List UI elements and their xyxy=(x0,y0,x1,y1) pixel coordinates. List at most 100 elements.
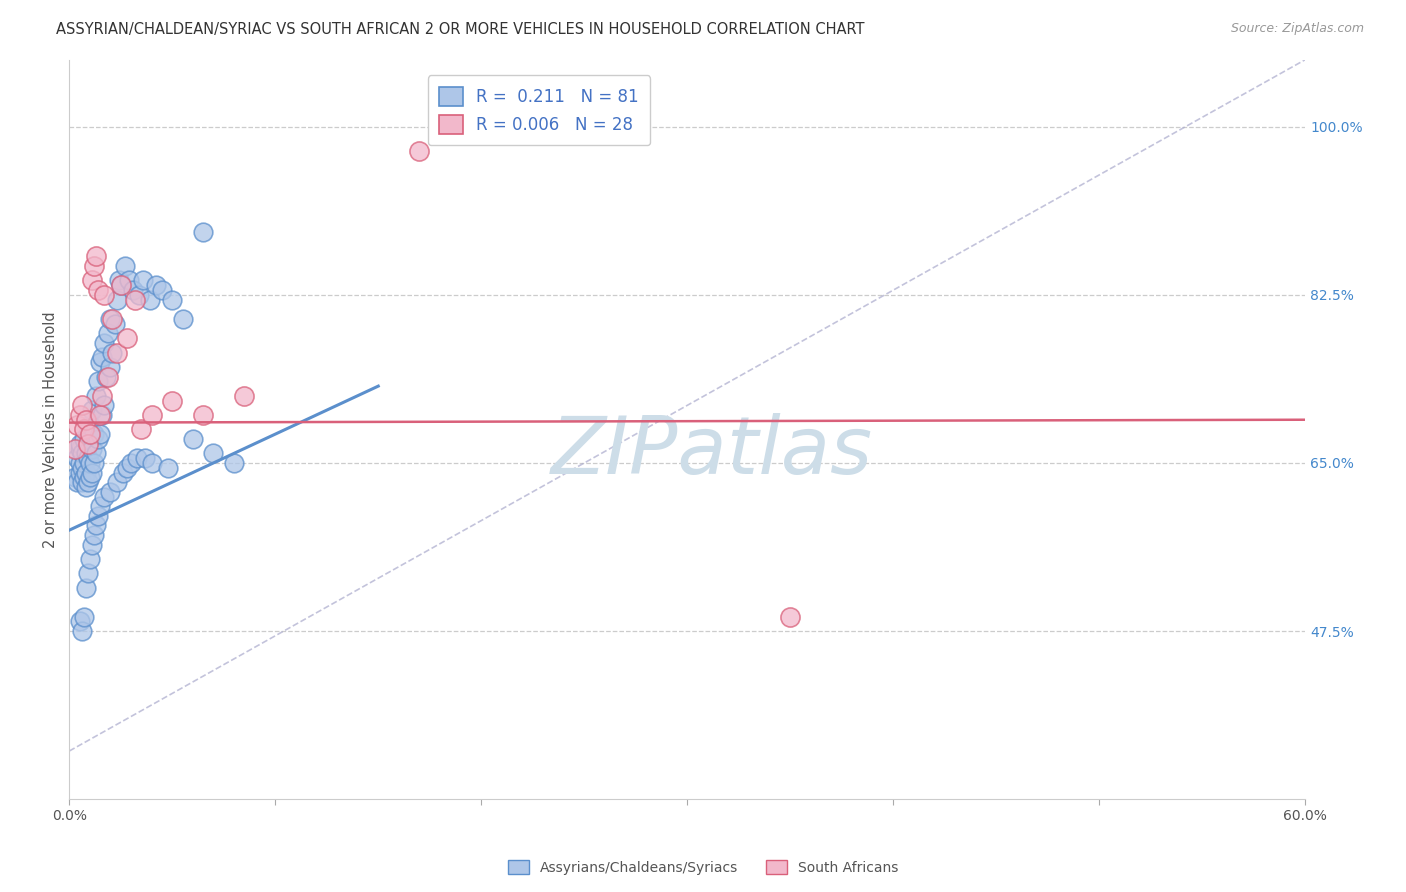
Point xyxy=(191,226,214,240)
Point xyxy=(111,466,134,480)
Point xyxy=(69,442,91,456)
Point xyxy=(105,293,128,307)
Point xyxy=(100,312,122,326)
Point xyxy=(69,466,91,480)
Point xyxy=(222,456,245,470)
Point xyxy=(70,460,93,475)
Point xyxy=(80,538,103,552)
Point xyxy=(97,326,120,341)
Point xyxy=(101,345,124,359)
Point xyxy=(83,528,105,542)
Point xyxy=(84,518,107,533)
Point xyxy=(91,351,114,365)
Point xyxy=(66,417,89,432)
Point xyxy=(80,442,103,456)
Point xyxy=(138,293,160,307)
Point xyxy=(127,451,149,466)
Legend: R =  0.211   N = 81, R = 0.006   N = 28: R = 0.211 N = 81, R = 0.006 N = 28 xyxy=(427,75,651,145)
Point xyxy=(84,250,107,264)
Point xyxy=(162,393,184,408)
Point xyxy=(93,398,115,412)
Point xyxy=(84,446,107,460)
Point xyxy=(69,615,91,629)
Point xyxy=(181,432,204,446)
Text: Source: ZipAtlas.com: Source: ZipAtlas.com xyxy=(1230,22,1364,36)
Point xyxy=(84,389,107,403)
Point xyxy=(66,451,89,466)
Point xyxy=(75,480,97,494)
Point xyxy=(132,273,155,287)
Point xyxy=(70,475,93,490)
Point xyxy=(72,470,94,484)
Point xyxy=(65,442,87,456)
Point xyxy=(162,293,184,307)
Point xyxy=(69,408,91,422)
Y-axis label: 2 or more Vehicles in Household: 2 or more Vehicles in Household xyxy=(44,311,58,548)
Point xyxy=(89,499,111,513)
Point xyxy=(72,432,94,446)
Point xyxy=(87,283,110,297)
Point xyxy=(105,475,128,490)
Point xyxy=(83,259,105,273)
Point xyxy=(76,436,98,450)
Point xyxy=(79,470,101,484)
Legend: Assyrians/Chaldeans/Syriacs, South Africans: Assyrians/Chaldeans/Syriacs, South Afric… xyxy=(502,855,904,880)
Point xyxy=(76,451,98,466)
Point xyxy=(83,427,105,442)
Point xyxy=(191,408,214,422)
Point xyxy=(72,456,94,470)
Point xyxy=(80,466,103,480)
Point xyxy=(122,283,145,297)
Point xyxy=(75,581,97,595)
Point xyxy=(91,389,114,403)
Point xyxy=(103,317,125,331)
Point xyxy=(145,278,167,293)
Text: ASSYRIAN/CHALDEAN/SYRIAC VS SOUTH AFRICAN 2 OR MORE VEHICLES IN HOUSEHOLD CORREL: ASSYRIAN/CHALDEAN/SYRIAC VS SOUTH AFRICA… xyxy=(56,22,865,37)
Point xyxy=(110,278,132,293)
Point xyxy=(75,413,97,427)
Point xyxy=(141,456,163,470)
Point xyxy=(76,475,98,490)
Point xyxy=(80,273,103,287)
Point xyxy=(115,331,138,345)
Point xyxy=(76,427,98,442)
Point xyxy=(87,508,110,523)
Point xyxy=(72,609,94,624)
Point xyxy=(105,345,128,359)
Point xyxy=(96,369,118,384)
Point xyxy=(76,566,98,581)
Point xyxy=(93,490,115,504)
Point xyxy=(97,369,120,384)
Point xyxy=(172,312,194,326)
Point xyxy=(69,436,91,450)
Point xyxy=(75,446,97,460)
Point xyxy=(79,417,101,432)
Point xyxy=(91,408,114,422)
Point xyxy=(70,624,93,638)
Point xyxy=(124,293,146,307)
Point xyxy=(79,427,101,442)
Point xyxy=(89,408,111,422)
Point xyxy=(131,422,153,436)
Point xyxy=(75,466,97,480)
Point xyxy=(70,398,93,412)
Point xyxy=(141,408,163,422)
Point xyxy=(408,144,430,158)
Point xyxy=(110,278,132,293)
Point xyxy=(66,475,89,490)
Point xyxy=(107,273,129,287)
Point xyxy=(150,283,173,297)
Point xyxy=(89,355,111,369)
Point xyxy=(100,359,122,374)
Point xyxy=(120,456,142,470)
Point xyxy=(89,427,111,442)
Point xyxy=(72,422,94,436)
Point xyxy=(79,456,101,470)
Point xyxy=(93,335,115,350)
Point xyxy=(233,389,256,403)
Point xyxy=(118,273,141,287)
Point xyxy=(157,460,180,475)
Point xyxy=(80,403,103,417)
Point xyxy=(114,259,136,273)
Point xyxy=(87,374,110,388)
